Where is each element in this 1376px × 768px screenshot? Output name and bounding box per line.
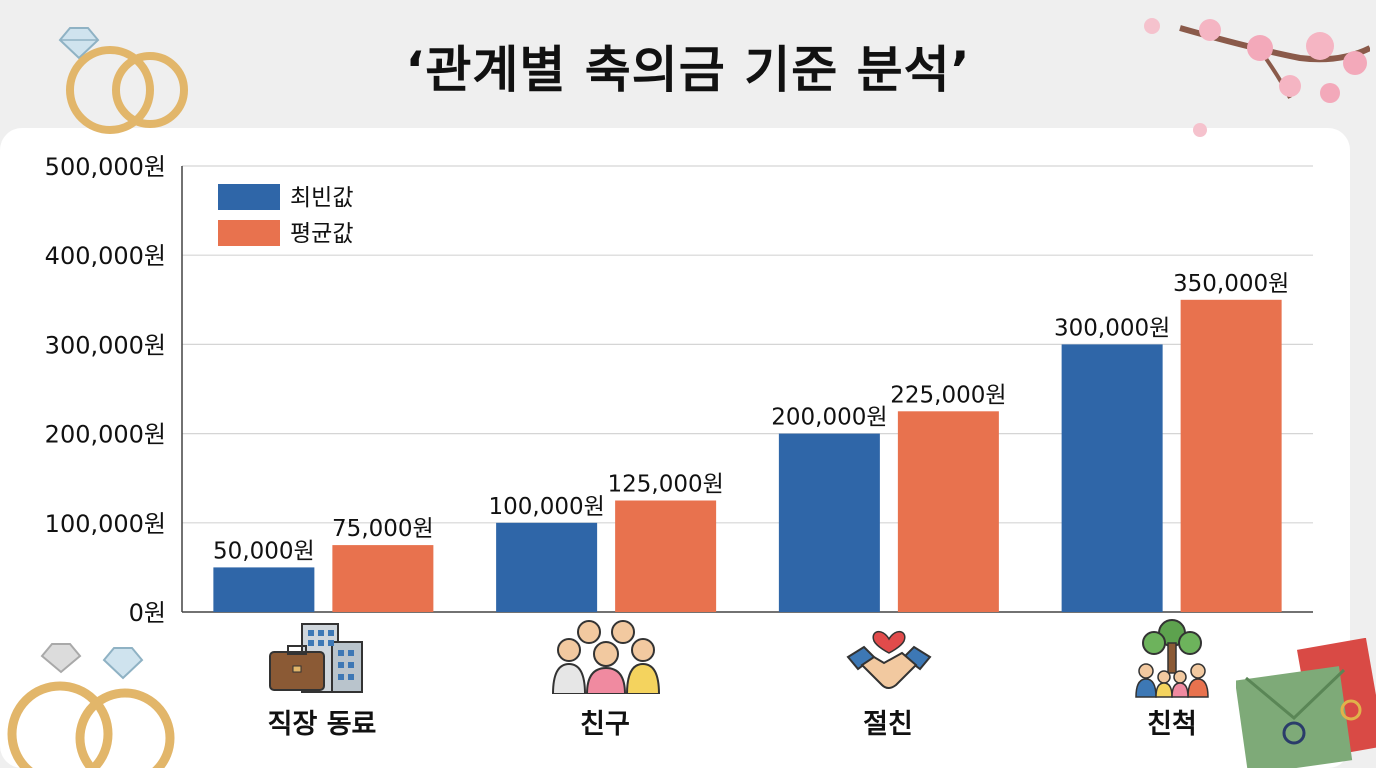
category-label-friend: 친구 [580,709,630,740]
category-label-close-friend: 절친 [863,709,913,740]
wedding-rings-icon [58,27,188,134]
gift-envelope-icon [1236,638,1376,768]
category-label-office: 직장 동료 [267,709,377,740]
bar-mode [496,522,598,612]
bar-mean [615,500,717,612]
legend-label: 평균값 [290,221,353,247]
legend-swatch [218,220,280,246]
group-of-friends-icon [551,620,661,694]
category-label-relatives: 친척 [1147,709,1197,740]
bar-mean [332,545,434,612]
legend-label: 최빈값 [290,185,353,211]
y-tick-label: 300,000원 [45,331,166,359]
briefcase-building-icon [269,623,363,693]
data-label: 225,000원 [890,382,1006,408]
bar-mode [1061,344,1163,612]
data-label: 100,000원 [488,494,604,520]
bar-mode [778,433,880,612]
data-label: 350,000원 [1173,271,1289,297]
y-tick-label: 0원 [129,599,166,627]
handshake-heart-icon [846,630,932,689]
legend-swatch [218,184,280,210]
data-label: 75,000원 [332,516,434,542]
data-label: 125,000원 [607,472,723,498]
wedding-rings-bottom-icon [7,643,175,768]
y-tick-label: 200,000원 [45,421,166,449]
y-tick-label: 500,000원 [45,153,166,181]
data-label: 50,000원 [213,538,315,564]
bar-mean [897,411,999,612]
bar-mean [1180,299,1282,612]
chart-title: ‘관계별 축의금 기준 분석’ [405,41,971,99]
family-tree-icon [1135,619,1209,698]
cherry-blossom-icon [1144,18,1370,137]
y-tick-label: 100,000원 [45,510,166,538]
data-label: 200,000원 [771,405,887,431]
y-tick-label: 400,000원 [45,242,166,270]
data-label: 300,000원 [1054,315,1170,341]
bar-mode [213,567,315,612]
